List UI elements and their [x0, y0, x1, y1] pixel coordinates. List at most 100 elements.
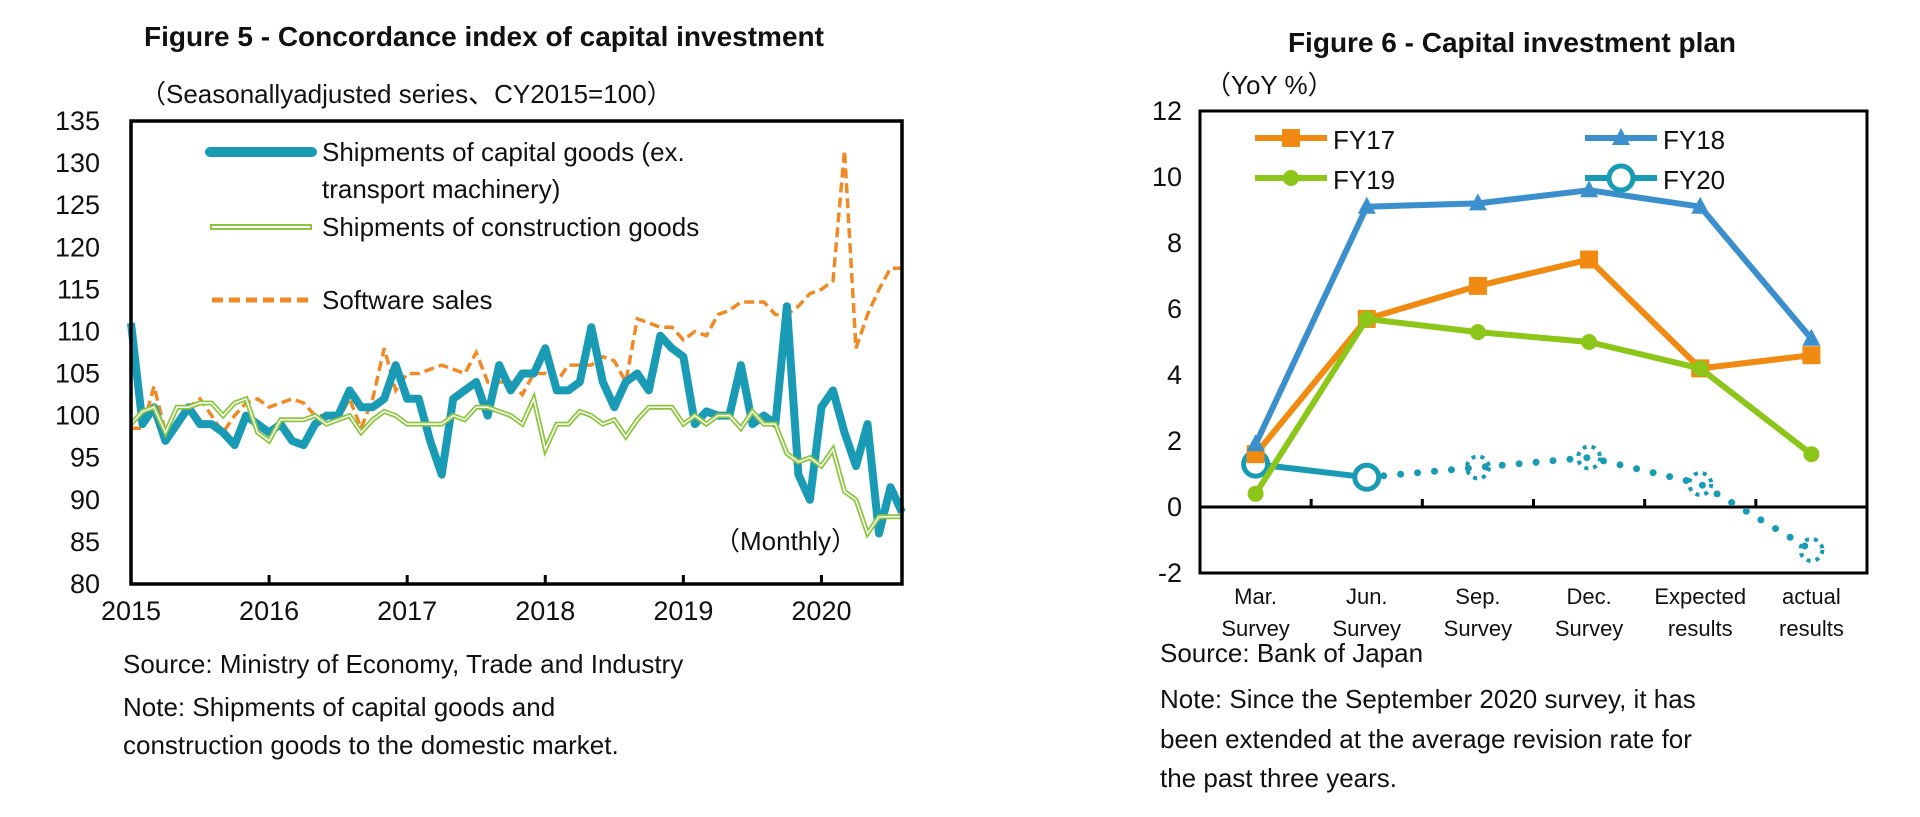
series-line-construction-goods-inner [130, 396, 902, 536]
marker-triangle [1357, 196, 1376, 214]
y-tick-label: 130 [55, 148, 100, 178]
x-category-label: Survey [1221, 616, 1289, 641]
x-category-label: Dec. [1566, 584, 1611, 609]
figure-5-source: Source: Ministry of Economy, Trade and I… [123, 649, 683, 679]
y-tick-label: 6 [1167, 294, 1182, 324]
legend-label-software-sales: Software sales [322, 285, 493, 315]
marker-hollow-circle [1606, 163, 1636, 193]
plot-frame [1198, 109, 1869, 575]
figure-6-y-unit: （YoY %） [1205, 70, 1334, 100]
y-tick-label: 95 [70, 443, 100, 473]
legend-label: FY19 [1333, 165, 1395, 195]
legend-label: FY18 [1663, 125, 1725, 155]
legend-label: FY20 [1663, 165, 1725, 195]
legend-label: FY17 [1333, 125, 1395, 155]
plot-lines [1241, 180, 1825, 563]
figure-5-title: Figure 5 - Concordance index of capital … [144, 21, 824, 52]
marker-circle [1283, 170, 1299, 186]
plot-frame [129, 119, 904, 586]
marker-triangle [1246, 434, 1265, 452]
y-tick-label: 90 [70, 485, 100, 515]
marker-circle [1358, 310, 1375, 327]
series-line [1253, 256, 1812, 457]
y-tick-label: 120 [55, 232, 100, 262]
x-axis-ticks: 2015 2016 2017 2018 2019 2020 [101, 575, 851, 626]
y-tick-label: 10 [1152, 162, 1182, 192]
legend-item-fy17: FY17 [1255, 125, 1395, 155]
y-axis-ticks: -2 0 2 4 6 8 10 12 [1152, 96, 1182, 588]
x-category-label: Expected [1654, 584, 1746, 609]
marker-triangle [1612, 128, 1630, 145]
series-fy18 [1246, 180, 1821, 452]
y-tick-label: 12 [1152, 96, 1182, 126]
y-tick-label: 85 [70, 527, 100, 557]
x-tick-label: 2017 [377, 596, 437, 626]
marker-square [1282, 129, 1300, 147]
x-axis-categories: Mar. Survey Jun. Survey Sep. Survey Dec. Survey… [1200, 499, 1867, 641]
marker-hollow-circle [1352, 462, 1382, 492]
y-tick-label: 100 [55, 401, 100, 431]
legend: FY17 FY18 FY19 FY20 [1255, 125, 1725, 195]
x-category-label: Jun. [1346, 584, 1388, 609]
marker-circle [1692, 360, 1709, 377]
plot-lines [127, 150, 906, 540]
y-tick-label: 105 [55, 359, 100, 389]
figure-5-note-line1: Note: Shipments of capital goods and [123, 692, 555, 722]
marker-triangle [1580, 180, 1599, 198]
figure-5-note-line2: construction goods to the domestic marke… [123, 730, 619, 760]
marker-hollow-circle [1464, 454, 1491, 481]
x-category-label: Survey [1555, 616, 1623, 641]
x-tick-label: 2019 [653, 596, 713, 626]
series-line-estimated [1363, 453, 1815, 554]
x-category-label: actual [1782, 584, 1841, 609]
marker-triangle [1468, 193, 1487, 211]
y-tick-label: 110 [57, 316, 100, 346]
legend: Shipments of capital goods (ex. transpor… [205, 137, 699, 315]
marker-circle [1803, 446, 1820, 463]
figure-6: Figure 6 - Capital investment plan （YoY … [1152, 27, 1869, 793]
figure-6-source: Source: Bank of Japan [1160, 638, 1423, 668]
y-tick-label: 125 [55, 190, 100, 220]
x-category-label: results [1779, 616, 1844, 641]
y-tick-label: 80 [70, 569, 100, 599]
legend-item-fy20: FY20 [1585, 163, 1725, 195]
figure-6-title: Figure 6 - Capital investment plan [1288, 27, 1736, 58]
x-category-label: Survey [1444, 616, 1512, 641]
marker-triangle [1691, 196, 1710, 214]
y-tick-label: 2 [1167, 426, 1182, 456]
y-tick-label: -2 [1158, 558, 1182, 588]
marker-circle [1581, 334, 1598, 350]
x-tick-label: 2016 [239, 596, 299, 626]
x-category-label: Mar. [1234, 584, 1277, 609]
y-tick-label: 4 [1167, 360, 1182, 390]
x-category-label: Survey [1333, 616, 1401, 641]
marker-circle [1469, 324, 1486, 341]
marker-square [1802, 346, 1821, 365]
x-category-label: Sep. [1455, 584, 1500, 609]
marker-circle [1247, 485, 1264, 502]
marker-square [1580, 250, 1599, 269]
legend-label-capital-goods-line2: transport machinery) [322, 174, 560, 204]
figure-6-note-line1: Note: Since the September 2020 survey, i… [1160, 684, 1696, 714]
series-fy19 [1247, 310, 1820, 502]
y-tick-label: 0 [1167, 492, 1182, 522]
legend-item-fy18: FY18 [1585, 125, 1725, 155]
figure-6-note-line2: been extended at the average revision ra… [1160, 724, 1692, 754]
marker-square [1468, 276, 1487, 295]
figure-5: Figure 5 - Concordance index of capital … [55, 21, 906, 760]
figure-6-note-line3: the past three years. [1160, 763, 1397, 793]
x-category-label: results [1668, 616, 1733, 641]
y-tick-label: 8 [1167, 228, 1182, 258]
y-tick-label: 115 [57, 274, 100, 304]
series-line [1253, 315, 1814, 496]
marker-triangle [1802, 328, 1821, 346]
marker-hollow-circle [1687, 470, 1714, 497]
legend-label-capital-goods-line1: Shipments of capital goods (ex. [322, 137, 685, 167]
marker-hollow-circle [1798, 536, 1825, 563]
legend-label-construction-goods: Shipments of construction goods [322, 212, 699, 242]
monthly-annotation: （Monthly） [714, 526, 857, 556]
legend-item-fy19: FY19 [1255, 165, 1395, 195]
x-tick-label: 2020 [791, 596, 851, 626]
x-tick-label: 2015 [101, 596, 161, 626]
